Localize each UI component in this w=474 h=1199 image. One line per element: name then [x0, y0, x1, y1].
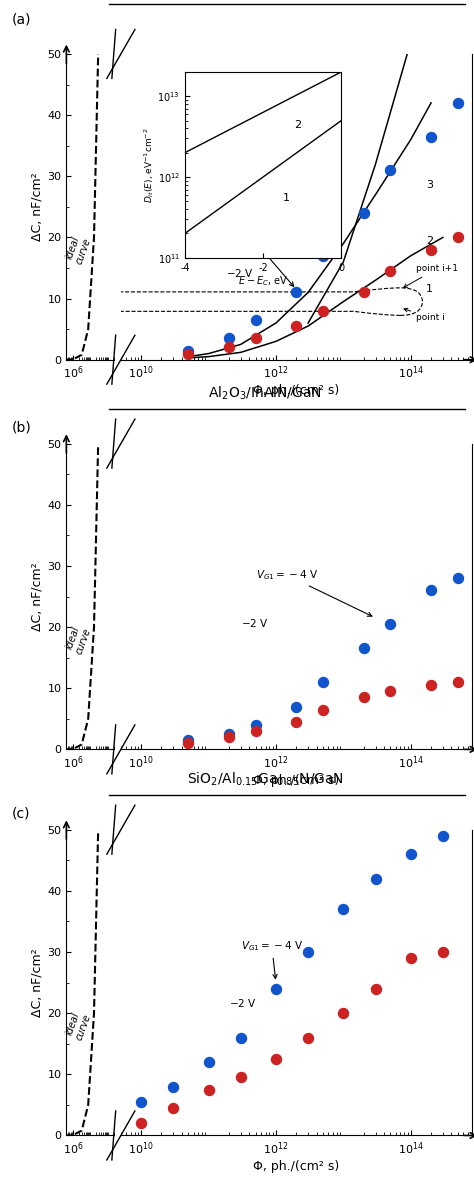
Text: 2: 2: [294, 120, 301, 131]
Point: [137, 1092, 145, 1111]
Text: Al$_2$O$_3$/InAlN/GaN: Al$_2$O$_3$/InAlN/GaN: [209, 385, 322, 402]
Point: [304, 942, 312, 962]
Point: [184, 344, 192, 363]
Point: [304, 1028, 312, 1047]
Text: 3: 3: [426, 181, 433, 191]
Point: [387, 682, 394, 701]
Point: [387, 614, 394, 633]
Text: $V_{G1}= - 4$ V: $V_{G1}= - 4$ V: [241, 939, 303, 978]
Y-axis label: ΔC, nF/cm²: ΔC, nF/cm²: [30, 948, 43, 1017]
Text: ideal
curve: ideal curve: [64, 1010, 92, 1042]
Point: [205, 1053, 212, 1072]
Point: [319, 246, 327, 265]
Point: [454, 673, 462, 692]
Point: [360, 688, 367, 707]
Point: [439, 826, 447, 845]
Point: [360, 639, 367, 658]
Text: ideal
curve: ideal curve: [64, 623, 92, 656]
Point: [372, 869, 379, 888]
Point: [237, 1028, 245, 1047]
Point: [272, 1049, 280, 1068]
Point: [427, 580, 435, 600]
Point: [237, 1068, 245, 1087]
X-axis label: $E-E_C$, eV: $E-E_C$, eV: [238, 275, 288, 288]
Point: [184, 734, 192, 753]
Text: (b): (b): [12, 421, 32, 435]
Text: 2: 2: [426, 235, 433, 246]
Point: [292, 283, 300, 302]
Point: [137, 1114, 145, 1133]
Point: [292, 317, 300, 336]
Point: [387, 161, 394, 180]
Point: [252, 722, 259, 741]
Point: [360, 204, 367, 223]
Point: [454, 568, 462, 588]
Point: [252, 716, 259, 735]
Point: [339, 1004, 347, 1023]
Text: 1: 1: [283, 193, 290, 204]
Text: $- 2$ V: $- 2$ V: [241, 617, 268, 629]
Point: [225, 728, 233, 747]
Point: [252, 329, 259, 348]
Point: [427, 240, 435, 259]
Text: 1: 1: [426, 284, 433, 295]
X-axis label: Φ, ph./(cm² s): Φ, ph./(cm² s): [253, 384, 339, 397]
Text: ideal
curve: ideal curve: [64, 234, 92, 266]
Point: [454, 94, 462, 113]
Point: [205, 1080, 212, 1099]
X-axis label: Φ, ph./(cm² s): Φ, ph./(cm² s): [253, 773, 339, 787]
Point: [427, 127, 435, 146]
Point: [407, 844, 415, 863]
Point: [339, 899, 347, 918]
Point: [170, 1098, 177, 1117]
Point: [319, 700, 327, 719]
Text: SiO$_2$/Al$_{0.15}$Ga$_{0.85}$N/GaN: SiO$_2$/Al$_{0.15}$Ga$_{0.85}$N/GaN: [187, 771, 344, 788]
Point: [427, 675, 435, 694]
Point: [454, 228, 462, 247]
Point: [319, 673, 327, 692]
Point: [372, 980, 379, 999]
Y-axis label: $D_{it}(E)$, eV$^{-1}$cm$^{-2}$: $D_{it}(E)$, eV$^{-1}$cm$^{-2}$: [142, 127, 156, 203]
Y-axis label: ΔC, nF/cm²: ΔC, nF/cm²: [30, 173, 43, 241]
Point: [292, 697, 300, 716]
Y-axis label: ΔC, nF/cm²: ΔC, nF/cm²: [30, 562, 43, 631]
Point: [387, 261, 394, 281]
Text: (c): (c): [12, 807, 30, 821]
Text: $V_{G1}= - 4$ V: $V_{G1}= - 4$ V: [220, 230, 293, 287]
Text: (a): (a): [12, 13, 31, 28]
Point: [225, 724, 233, 743]
Point: [360, 283, 367, 302]
Point: [407, 948, 415, 968]
Point: [252, 311, 259, 330]
Text: point i: point i: [404, 308, 445, 323]
Text: point i+1: point i+1: [404, 264, 458, 288]
X-axis label: Φ, ph./(cm² s): Φ, ph./(cm² s): [253, 1159, 339, 1173]
Point: [272, 980, 280, 999]
Point: [439, 942, 447, 962]
Text: $- 2$ V: $- 2$ V: [229, 998, 256, 1010]
Point: [292, 712, 300, 731]
Point: [170, 1077, 177, 1096]
Text: $V_{G1}= - 4$ V: $V_{G1}= - 4$ V: [255, 568, 372, 616]
Point: [184, 341, 192, 360]
Text: $- 2$ V: $- 2$ V: [226, 267, 254, 279]
Point: [225, 329, 233, 348]
Point: [184, 730, 192, 749]
Point: [319, 301, 327, 320]
Point: [225, 338, 233, 357]
